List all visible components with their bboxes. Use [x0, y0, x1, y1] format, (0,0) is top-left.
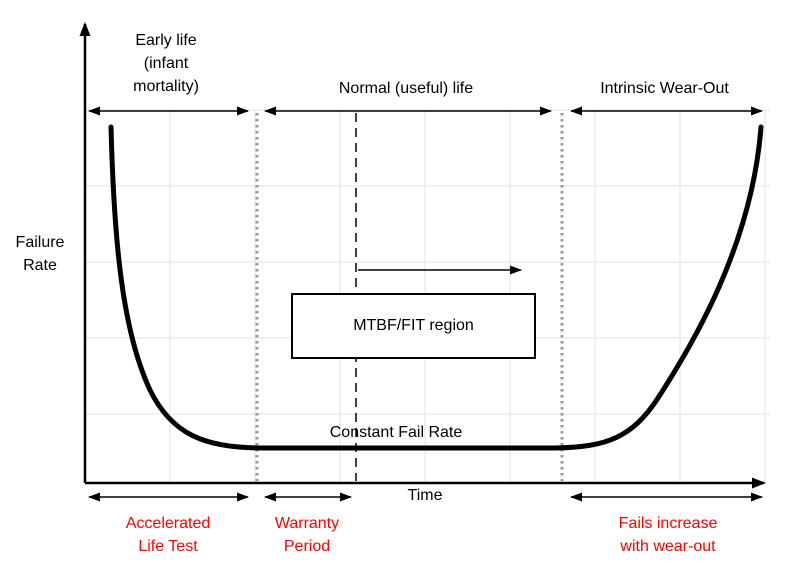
accelerated-life-test-label: Accelerated Life Test — [92, 512, 244, 558]
x-axis-label: Time — [407, 487, 443, 504]
mtbf-fit-region-box: MTBF/FIT region — [291, 293, 536, 359]
early-life-label-line3: mortality) — [133, 78, 199, 95]
warranty-period-line2: Period — [283, 538, 331, 555]
y-axis-label-line2: Rate — [23, 257, 57, 274]
constant-fail-rate-label: Constant Fail Rate — [329, 424, 463, 441]
y-axis-label: Failure Rate — [4, 231, 76, 277]
early-life-label-line1: Early life — [135, 32, 197, 49]
fails-increase-line1: Fails increase — [618, 515, 718, 532]
accelerated-life-test-line2: Life Test — [138, 538, 198, 555]
fails-increase-label: Fails increase with wear-out — [587, 512, 749, 558]
warranty-period-label: Warranty Period — [252, 512, 362, 558]
y-axis-label-line1: Failure — [15, 234, 65, 251]
bathtub-curve — [108, 124, 764, 451]
warranty-period-line1: Warranty — [274, 515, 340, 532]
mtbf-fit-region-label: MTBF/FIT region — [353, 317, 474, 334]
wear-out-region-label: Intrinsic Wear-Out — [600, 80, 729, 97]
normal-life-region-label: Normal (useful) life — [338, 80, 474, 97]
early-life-label-line2: (infant — [143, 55, 189, 72]
early-life-region-label: Early life (infant mortality) — [96, 29, 236, 98]
accelerated-life-test-line1: Accelerated — [125, 515, 211, 532]
fails-increase-line2: with wear-out — [620, 538, 716, 555]
